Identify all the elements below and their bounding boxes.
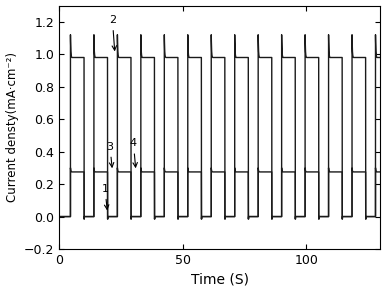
Text: 1: 1: [102, 184, 109, 209]
Text: 4: 4: [130, 138, 137, 167]
Text: 3: 3: [107, 142, 114, 167]
X-axis label: Time (S): Time (S): [191, 272, 249, 286]
Text: 2: 2: [109, 15, 117, 50]
Y-axis label: Current densty(mA·cm⁻²): Current densty(mA·cm⁻²): [5, 52, 19, 202]
